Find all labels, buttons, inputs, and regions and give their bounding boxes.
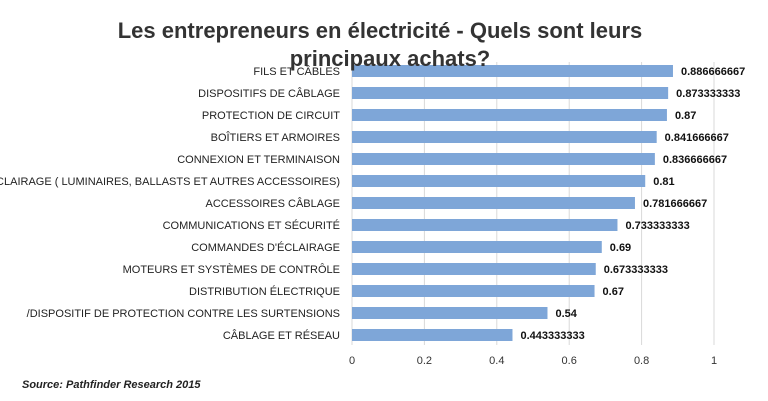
category-label: FILS ET CÂBLES [253,65,340,78]
chart-title-line-1: Les entrepreneurs en électricité - Quels… [118,18,643,43]
value-label: 0.836666667 [663,154,727,166]
category-label: MOTEURS ET SYSTÈMES DE CONTRÔLE [123,263,340,276]
x-tick-label: 1 [711,355,717,367]
category-label: DISPOSITIFS DE CÂBLAGE [198,87,340,100]
category-label: COMMANDES D'ÉCLAIRAGE [191,241,340,254]
x-tick-label: 0.6 [562,355,577,367]
category-label: PROTECTION DE CIRCUIT [202,110,340,122]
category-label: /DISPOSITIF DE PROTECTION CONTRE LES SUR… [27,308,340,320]
bar [352,153,655,165]
bars [352,65,673,341]
bar [352,131,657,143]
bar [352,329,513,341]
value-label: 0.87 [675,110,696,122]
x-axis-ticks: 0 0.2 0.4 0.6 0.8 1 [349,355,717,367]
category-labels: FILS ET CÂBLES DISPOSITIFS DE CÂBLAGE PROT… [0,65,340,342]
bar [352,285,595,297]
x-tick-label: 0 [349,355,355,367]
x-tick-label: 0.8 [634,355,649,367]
value-labels: 0.886666667 0.873333333 0.87 0.841666667 0.8… [520,66,745,342]
bar [352,197,635,209]
bar [352,175,646,187]
bar [352,87,669,99]
source-note: Source: Pathfinder Research 2015 [22,379,201,391]
category-label: DISTRIBUTION ÉLECTRIQUE [189,285,340,298]
value-label: 0.81 [653,176,674,188]
value-label: 0.54 [555,308,577,320]
value-label: 0.886666667 [681,66,745,78]
category-label: CÂBLAGE ET RÉSEAU [223,329,340,342]
chart-title: Les entrepreneurs en électricité - Quels… [118,18,643,71]
category-label: ACCESSOIRES CÂBLAGE [206,197,341,210]
bar [352,219,618,231]
chart-title-line-2: principaux achats? [290,46,491,71]
x-tick-label: 0.2 [417,355,432,367]
category-label: CONNEXION ET TERMINAISON [177,154,340,166]
bar [352,241,602,253]
value-label: 0.873333333 [676,88,740,100]
value-label: 0.733333333 [625,220,689,232]
value-label: 0.781666667 [643,198,707,210]
x-tick-label: 0.4 [489,355,504,367]
value-label: 0.673333333 [604,264,668,276]
value-label: 0.443333333 [520,330,584,342]
bar [352,109,667,121]
value-label: 0.841666667 [665,132,729,144]
bar [352,263,596,275]
value-label: 0.69 [610,242,631,254]
category-label: ÉCLAIRAGE ( LUMINAIRES, BALLASTS ET AUTR… [0,175,340,188]
bar [352,65,673,77]
value-label: 0.67 [603,286,624,298]
bar [352,307,548,319]
category-label: COMMUNICATIONS ET SÉCURITÉ [163,219,340,232]
category-label: BOÎTIERS ET ARMOIRES [211,131,340,144]
